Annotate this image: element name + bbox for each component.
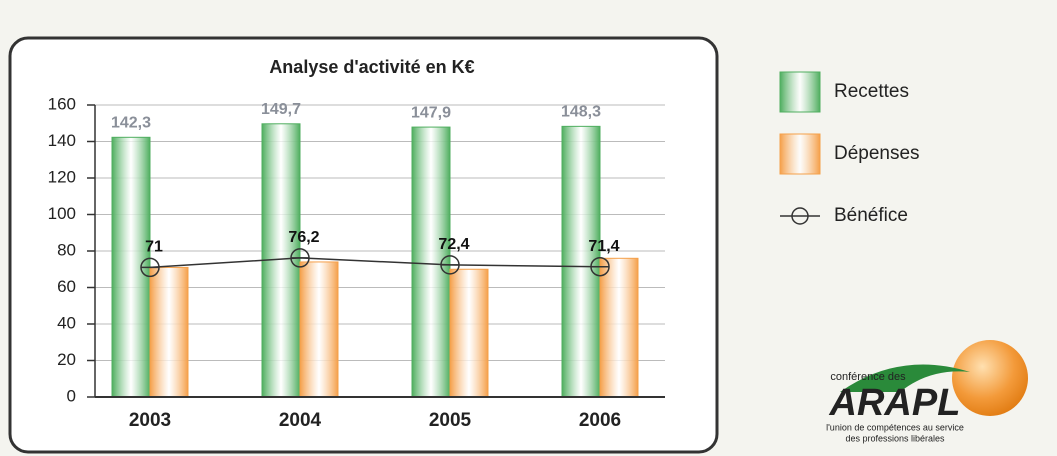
value-label: 147,9 [411, 104, 451, 121]
legend-label: Dépenses [834, 143, 920, 164]
logo-line2: des professions libérales [845, 433, 945, 443]
bar [599, 257, 639, 398]
x-tick-label: 2003 [129, 410, 171, 431]
y-tick-label: 120 [48, 167, 76, 186]
value-label: 142,3 [111, 115, 151, 132]
logo: conférence des ARAPL l'union de compéten… [826, 340, 1028, 443]
line [149, 257, 601, 269]
x-tick-label: 2004 [279, 410, 322, 431]
y-tick-label: 140 [48, 131, 76, 150]
y-tick-label: 160 [48, 94, 76, 113]
bar [299, 261, 339, 398]
bar [561, 125, 601, 398]
legend-label: Recettes [834, 81, 909, 102]
legend-swatch [779, 71, 821, 113]
bar [449, 268, 489, 398]
logo-orb [952, 340, 1028, 416]
value-label: 148,3 [561, 104, 601, 121]
chart-title: Analyse d'activité en K€ [269, 57, 474, 77]
value-label: 71 [145, 239, 163, 256]
logo-top: conférence des [830, 371, 906, 383]
y-tick-label: 100 [48, 204, 76, 223]
bar [411, 126, 451, 398]
x-tick-label: 2005 [429, 410, 472, 431]
value-label: 72,4 [438, 236, 469, 253]
value-label: 149,7 [261, 101, 301, 118]
value-label: 76,2 [288, 229, 319, 246]
y-tick-label: 20 [57, 350, 76, 369]
legend-swatch [779, 133, 821, 175]
y-tick-label: 60 [57, 277, 76, 296]
x-tick-label: 2006 [579, 410, 621, 431]
y-tick-label: 80 [57, 240, 76, 259]
logo-swoosh [840, 364, 970, 392]
y-tick-label: 0 [67, 386, 76, 405]
y-tick-label: 40 [57, 313, 76, 332]
logo-line1: l'union de compétences au service [826, 422, 964, 432]
value-label: 71,4 [588, 238, 619, 255]
legend-label: Bénéfice [834, 205, 908, 226]
legend-marker [791, 207, 809, 225]
logo-name: ARAPL [829, 382, 961, 424]
bar [149, 266, 189, 398]
